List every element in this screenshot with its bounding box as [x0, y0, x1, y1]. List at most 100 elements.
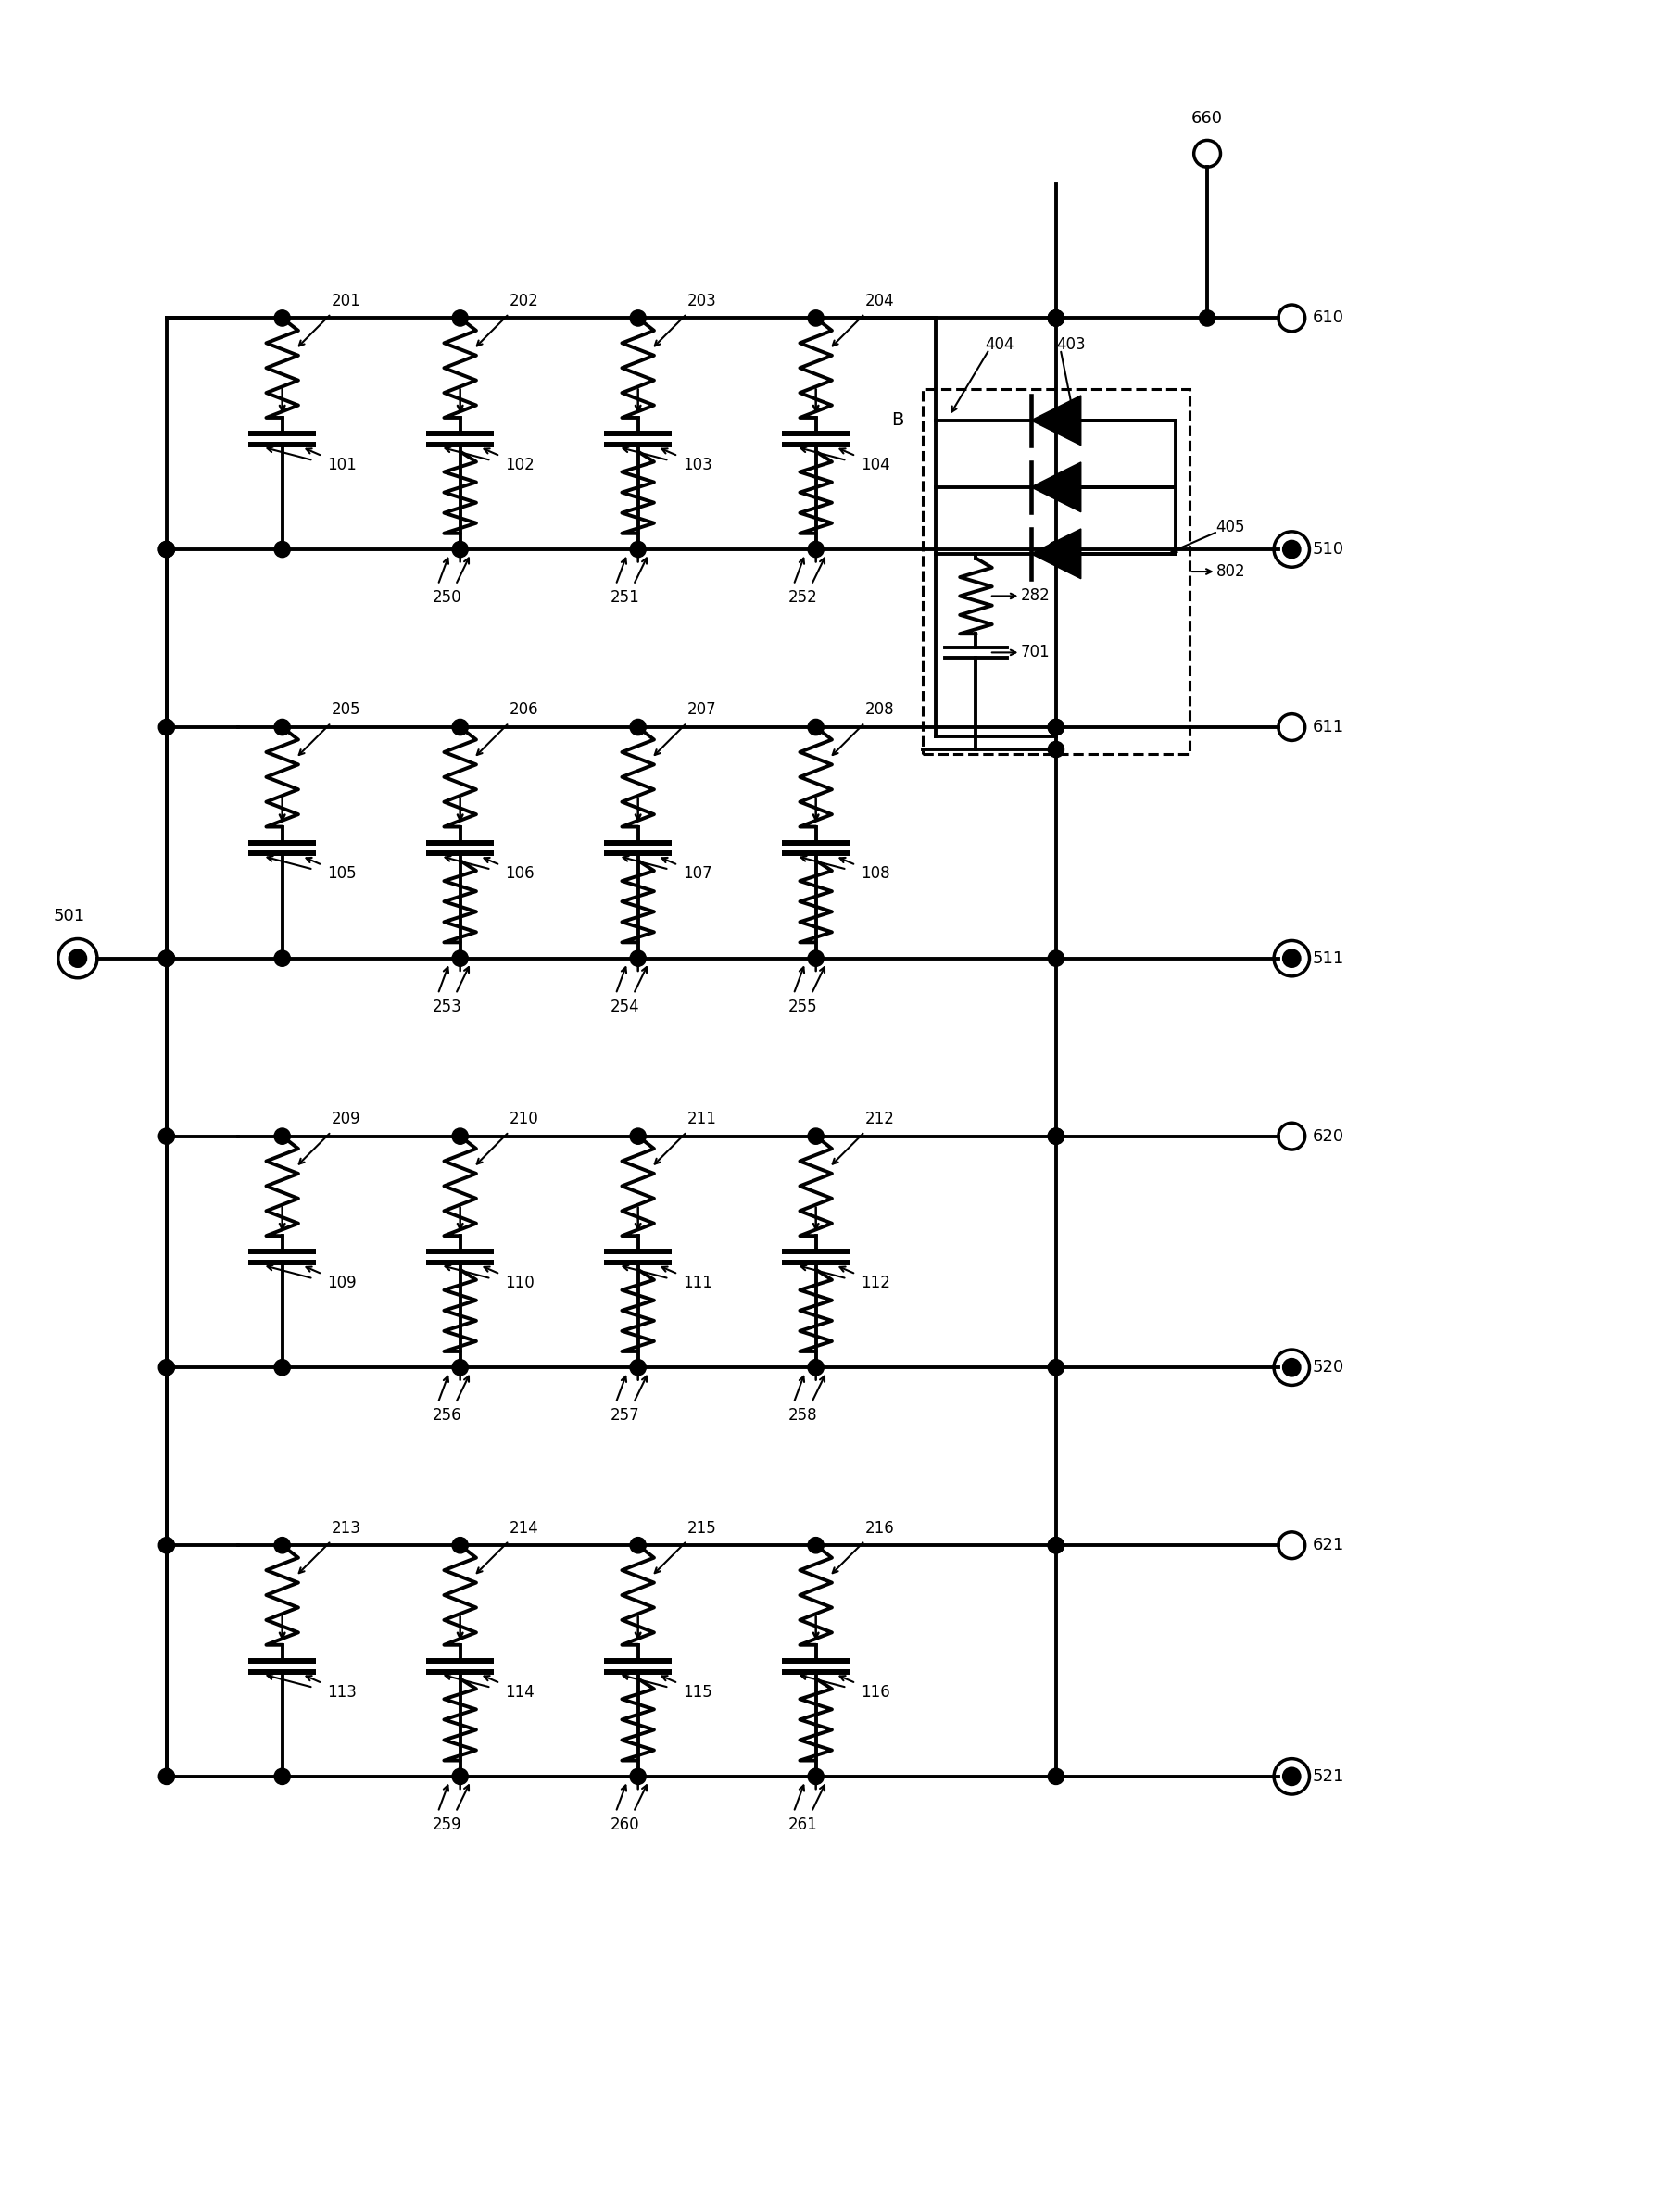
Text: 111: 111: [683, 1274, 711, 1292]
Text: 216: 216: [864, 1520, 894, 1537]
Circle shape: [158, 951, 175, 967]
Circle shape: [274, 1537, 291, 1553]
Text: 510: 510: [1311, 542, 1345, 557]
Circle shape: [808, 719, 824, 734]
Text: 250: 250: [432, 588, 462, 606]
Text: 102: 102: [505, 456, 534, 473]
Text: 259: 259: [432, 1816, 462, 1834]
Circle shape: [158, 1128, 175, 1144]
Circle shape: [1049, 951, 1064, 967]
Text: 213: 213: [331, 1520, 361, 1537]
Circle shape: [452, 951, 469, 967]
Text: 114: 114: [505, 1683, 534, 1701]
Text: 282: 282: [1020, 588, 1050, 604]
Text: 108: 108: [861, 865, 889, 883]
Circle shape: [1049, 1537, 1064, 1553]
Circle shape: [630, 310, 647, 325]
Text: 106: 106: [505, 865, 534, 883]
Circle shape: [452, 542, 469, 557]
Text: 256: 256: [432, 1407, 462, 1425]
Text: 110: 110: [505, 1274, 534, 1292]
Circle shape: [1049, 1537, 1064, 1553]
Text: 113: 113: [327, 1683, 356, 1701]
Text: B: B: [891, 411, 904, 429]
Circle shape: [1049, 310, 1064, 325]
Text: 215: 215: [686, 1520, 716, 1537]
Circle shape: [274, 310, 291, 325]
Text: 205: 205: [331, 701, 361, 719]
Circle shape: [452, 1360, 469, 1376]
Circle shape: [1200, 310, 1215, 325]
Text: 103: 103: [683, 456, 711, 473]
Circle shape: [1049, 719, 1064, 734]
Circle shape: [274, 951, 291, 967]
Text: 207: 207: [686, 701, 716, 719]
Text: 802: 802: [1217, 564, 1245, 580]
Bar: [922, 389, 1190, 754]
Text: 254: 254: [610, 998, 640, 1015]
Circle shape: [1049, 310, 1064, 325]
Circle shape: [630, 719, 647, 734]
Circle shape: [274, 1128, 291, 1144]
Text: 104: 104: [861, 456, 889, 473]
Text: 621: 621: [1311, 1537, 1345, 1553]
Text: 403: 403: [1055, 336, 1085, 354]
Text: 501: 501: [53, 907, 85, 925]
Circle shape: [452, 1128, 469, 1144]
Text: 261: 261: [788, 1816, 818, 1834]
Circle shape: [158, 1360, 175, 1376]
Circle shape: [452, 310, 469, 325]
Circle shape: [630, 1128, 647, 1144]
Circle shape: [1049, 1128, 1064, 1144]
Circle shape: [274, 719, 291, 734]
Circle shape: [808, 1360, 824, 1376]
Text: 251: 251: [610, 588, 640, 606]
Circle shape: [1049, 1128, 1064, 1144]
Circle shape: [630, 1360, 647, 1376]
Text: 511: 511: [1311, 949, 1345, 967]
Circle shape: [1049, 719, 1064, 734]
Text: 107: 107: [683, 865, 711, 883]
Text: 201: 201: [331, 292, 361, 310]
Text: 112: 112: [861, 1274, 889, 1292]
Text: 610: 610: [1311, 310, 1343, 327]
Circle shape: [274, 542, 291, 557]
Text: 115: 115: [683, 1683, 711, 1701]
Text: 214: 214: [509, 1520, 538, 1537]
Circle shape: [808, 1767, 824, 1785]
Circle shape: [1283, 951, 1300, 967]
Polygon shape: [1030, 529, 1080, 580]
Circle shape: [630, 1537, 647, 1553]
Text: 116: 116: [861, 1683, 889, 1701]
Circle shape: [1049, 310, 1064, 325]
Text: 105: 105: [327, 865, 356, 883]
Text: 660: 660: [1192, 111, 1223, 126]
Text: 255: 255: [788, 998, 818, 1015]
Text: 257: 257: [610, 1407, 640, 1425]
Circle shape: [452, 1767, 469, 1785]
Circle shape: [158, 1537, 175, 1553]
Text: 209: 209: [331, 1110, 361, 1128]
Circle shape: [808, 1537, 824, 1553]
Text: 202: 202: [509, 292, 538, 310]
Circle shape: [808, 310, 824, 325]
Text: 208: 208: [864, 701, 894, 719]
Text: 206: 206: [509, 701, 538, 719]
Circle shape: [158, 951, 175, 967]
Circle shape: [630, 1767, 647, 1785]
Text: 252: 252: [788, 588, 818, 606]
Circle shape: [1283, 1360, 1300, 1376]
Circle shape: [452, 719, 469, 734]
Text: 212: 212: [864, 1110, 894, 1128]
Text: 260: 260: [610, 1816, 640, 1834]
Text: 211: 211: [686, 1110, 716, 1128]
Circle shape: [1283, 1767, 1300, 1785]
Circle shape: [158, 719, 175, 734]
Text: 521: 521: [1311, 1767, 1345, 1785]
Circle shape: [1049, 1767, 1064, 1785]
Circle shape: [274, 1360, 291, 1376]
Text: 611: 611: [1311, 719, 1345, 737]
Circle shape: [158, 542, 175, 557]
Circle shape: [452, 1537, 469, 1553]
Circle shape: [1049, 542, 1064, 557]
